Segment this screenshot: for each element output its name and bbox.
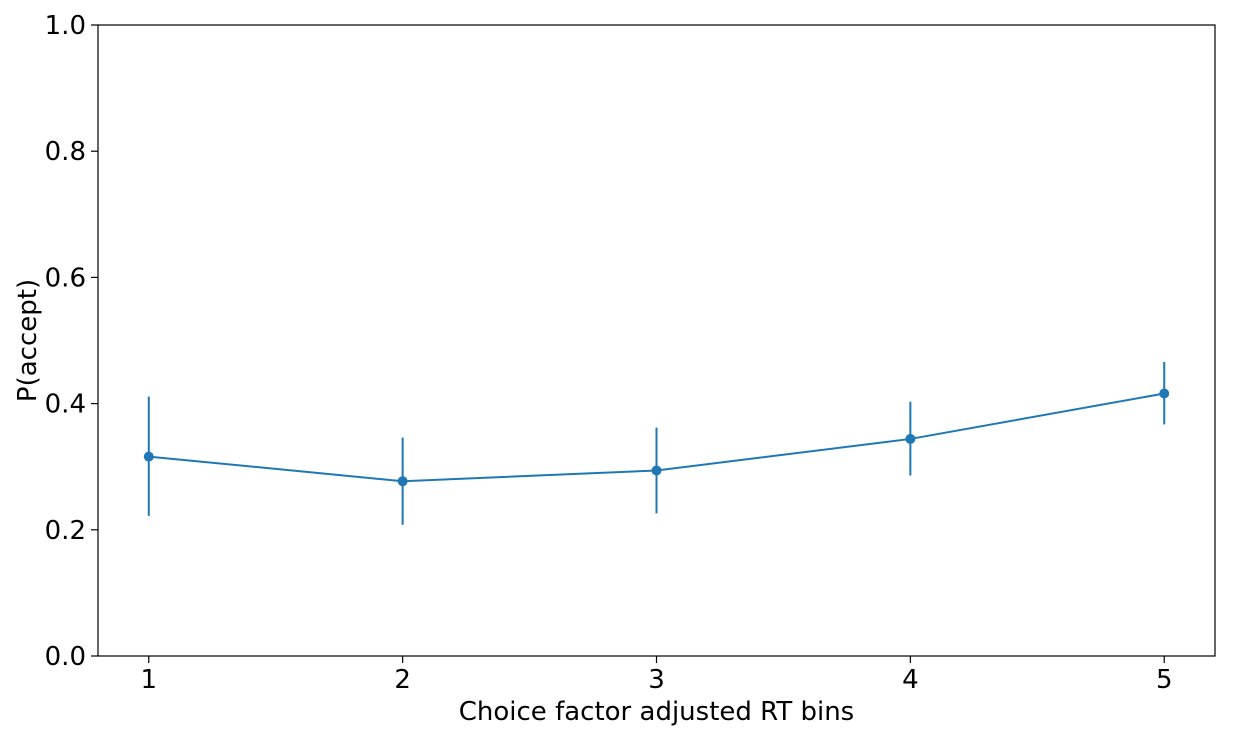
data-point: [397, 476, 408, 487]
y-tick-label: 0.6: [45, 263, 86, 293]
plot-frame: [97, 24, 1216, 657]
data-point: [1159, 388, 1170, 399]
y-tick-label: 0.0: [45, 642, 86, 672]
x-axis: 1 2 3 4 5: [140, 656, 1173, 695]
x-tick-label: 3: [648, 665, 665, 695]
data-point: [905, 433, 916, 444]
y-axis: 0.0 0.2 0.4 0.6 0.8 1.0: [45, 11, 98, 672]
x-tick-label: 5: [1156, 665, 1173, 695]
y-tick-label: 0.8: [45, 137, 86, 167]
data-point: [143, 451, 154, 462]
x-tick-label: 4: [902, 665, 919, 695]
y-tick-label: 1.0: [45, 11, 86, 41]
x-tick-label: 1: [140, 665, 157, 695]
data-point: [651, 465, 662, 476]
y-tick-label: 0.4: [45, 390, 86, 420]
y-axis-label: P(accept): [13, 279, 43, 402]
plot-area: [143, 361, 1170, 525]
x-tick-label: 2: [394, 665, 411, 695]
y-tick-label: 0.2: [45, 516, 86, 546]
x-axis-label: Choice factor adjusted RT bins: [459, 697, 854, 727]
